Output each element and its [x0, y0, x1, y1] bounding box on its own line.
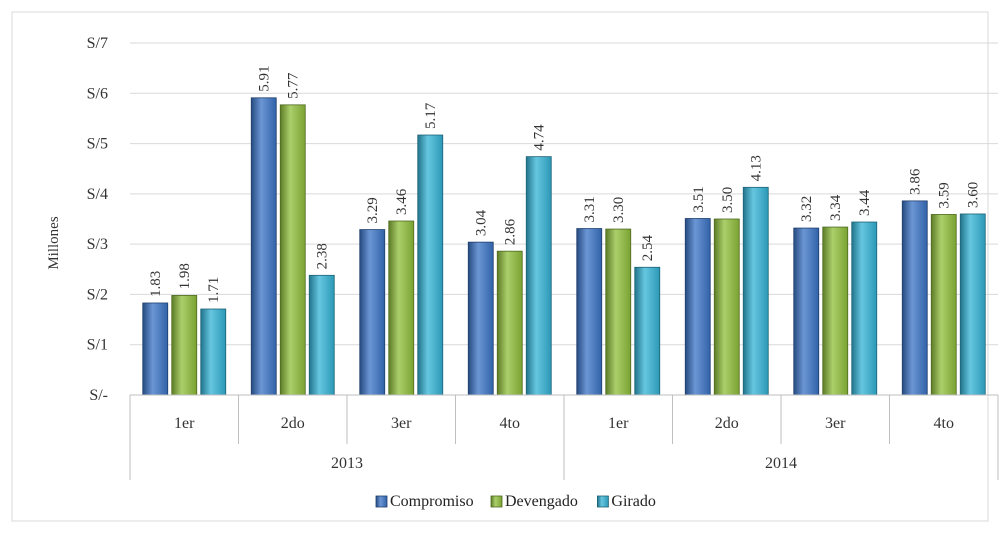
- legend-item-compromiso: Compromiso: [376, 493, 474, 510]
- data-label: 5.77: [286, 72, 302, 99]
- data-label: 3.44: [857, 189, 873, 216]
- data-label: 1.98: [177, 263, 193, 289]
- bar-compromiso: [468, 242, 493, 395]
- data-label: 3.86: [908, 168, 924, 195]
- x-category-label: 2do: [281, 415, 305, 432]
- data-label: 3.31: [582, 196, 598, 222]
- x-category-label: 2do: [715, 415, 739, 432]
- data-label: 3.60: [966, 182, 982, 208]
- data-label: 2.54: [640, 235, 656, 262]
- bar-compromiso: [577, 229, 602, 395]
- bar-compromiso: [143, 303, 168, 395]
- x-category-label: 3er: [825, 415, 846, 432]
- data-label: 2.38: [315, 243, 331, 269]
- data-label: 4.74: [532, 124, 548, 151]
- legend-label: Compromiso: [390, 493, 474, 510]
- bar-girado: [418, 135, 443, 395]
- legend-swatch: [376, 496, 387, 507]
- y-tick-label: S/7: [87, 35, 108, 52]
- legend-label: Devengado: [505, 493, 578, 510]
- legend-label: Girado: [611, 493, 655, 510]
- bar-devengado: [931, 214, 956, 395]
- legend-swatch: [491, 496, 502, 507]
- bar-devengado: [714, 219, 739, 395]
- bar-devengado: [497, 251, 522, 395]
- bar-girado: [852, 222, 877, 395]
- data-label: 3.29: [365, 197, 381, 223]
- bar-compromiso: [360, 230, 385, 395]
- x-group-label: 2014: [765, 455, 797, 472]
- y-tick-label: S/6: [87, 85, 108, 102]
- data-label: 3.30: [611, 197, 627, 223]
- bar-girado: [960, 214, 985, 395]
- data-label: 3.51: [691, 186, 707, 212]
- data-label: 5.91: [257, 66, 273, 92]
- bar-girado: [526, 157, 551, 395]
- legend-item-devengado: Devengado: [491, 493, 578, 510]
- data-label: 5.17: [423, 102, 439, 129]
- data-label: 3.34: [828, 194, 844, 221]
- bar-devengado: [172, 295, 197, 395]
- bar-devengado: [823, 227, 848, 395]
- data-label: 3.32: [799, 196, 815, 222]
- data-label: 3.04: [474, 209, 490, 236]
- y-tick-label: S/-: [89, 387, 108, 404]
- bar-compromiso: [794, 228, 819, 395]
- bar-devengado: [389, 221, 414, 395]
- data-label: 1.71: [206, 277, 222, 303]
- data-label: 3.50: [720, 187, 736, 213]
- data-label: 2.86: [503, 218, 519, 245]
- x-category-label: 4to: [500, 415, 520, 432]
- bar-girado: [309, 275, 334, 395]
- x-category-label: 1er: [608, 415, 629, 432]
- bar-compromiso: [251, 98, 276, 395]
- bar-girado: [743, 187, 768, 395]
- x-category-label: 4to: [934, 415, 954, 432]
- y-tick-label: S/3: [87, 236, 108, 253]
- data-label: 1.83: [148, 271, 164, 297]
- x-category-label: 3er: [391, 415, 412, 432]
- x-group-label: 2013: [331, 455, 363, 472]
- legend: Compromiso Devengado Girado: [376, 493, 656, 510]
- data-label: 4.13: [749, 155, 765, 181]
- bar-devengado: [280, 105, 305, 395]
- y-tick-label: S/1: [87, 337, 108, 354]
- bar-compromiso: [685, 219, 710, 396]
- data-label: 3.46: [394, 188, 410, 215]
- bar-girado: [201, 309, 226, 395]
- y-axis-title: Millones: [46, 216, 62, 269]
- legend-swatch: [597, 496, 608, 507]
- data-label: 3.59: [937, 182, 953, 208]
- bar-devengado: [606, 229, 631, 395]
- bar-girado: [635, 267, 660, 395]
- y-tick-label: S/2: [87, 286, 108, 303]
- x-category-label: 1er: [174, 415, 195, 432]
- y-tick-label: S/5: [87, 136, 108, 153]
- y-tick-label: S/4: [87, 186, 108, 203]
- bar-compromiso: [902, 201, 927, 395]
